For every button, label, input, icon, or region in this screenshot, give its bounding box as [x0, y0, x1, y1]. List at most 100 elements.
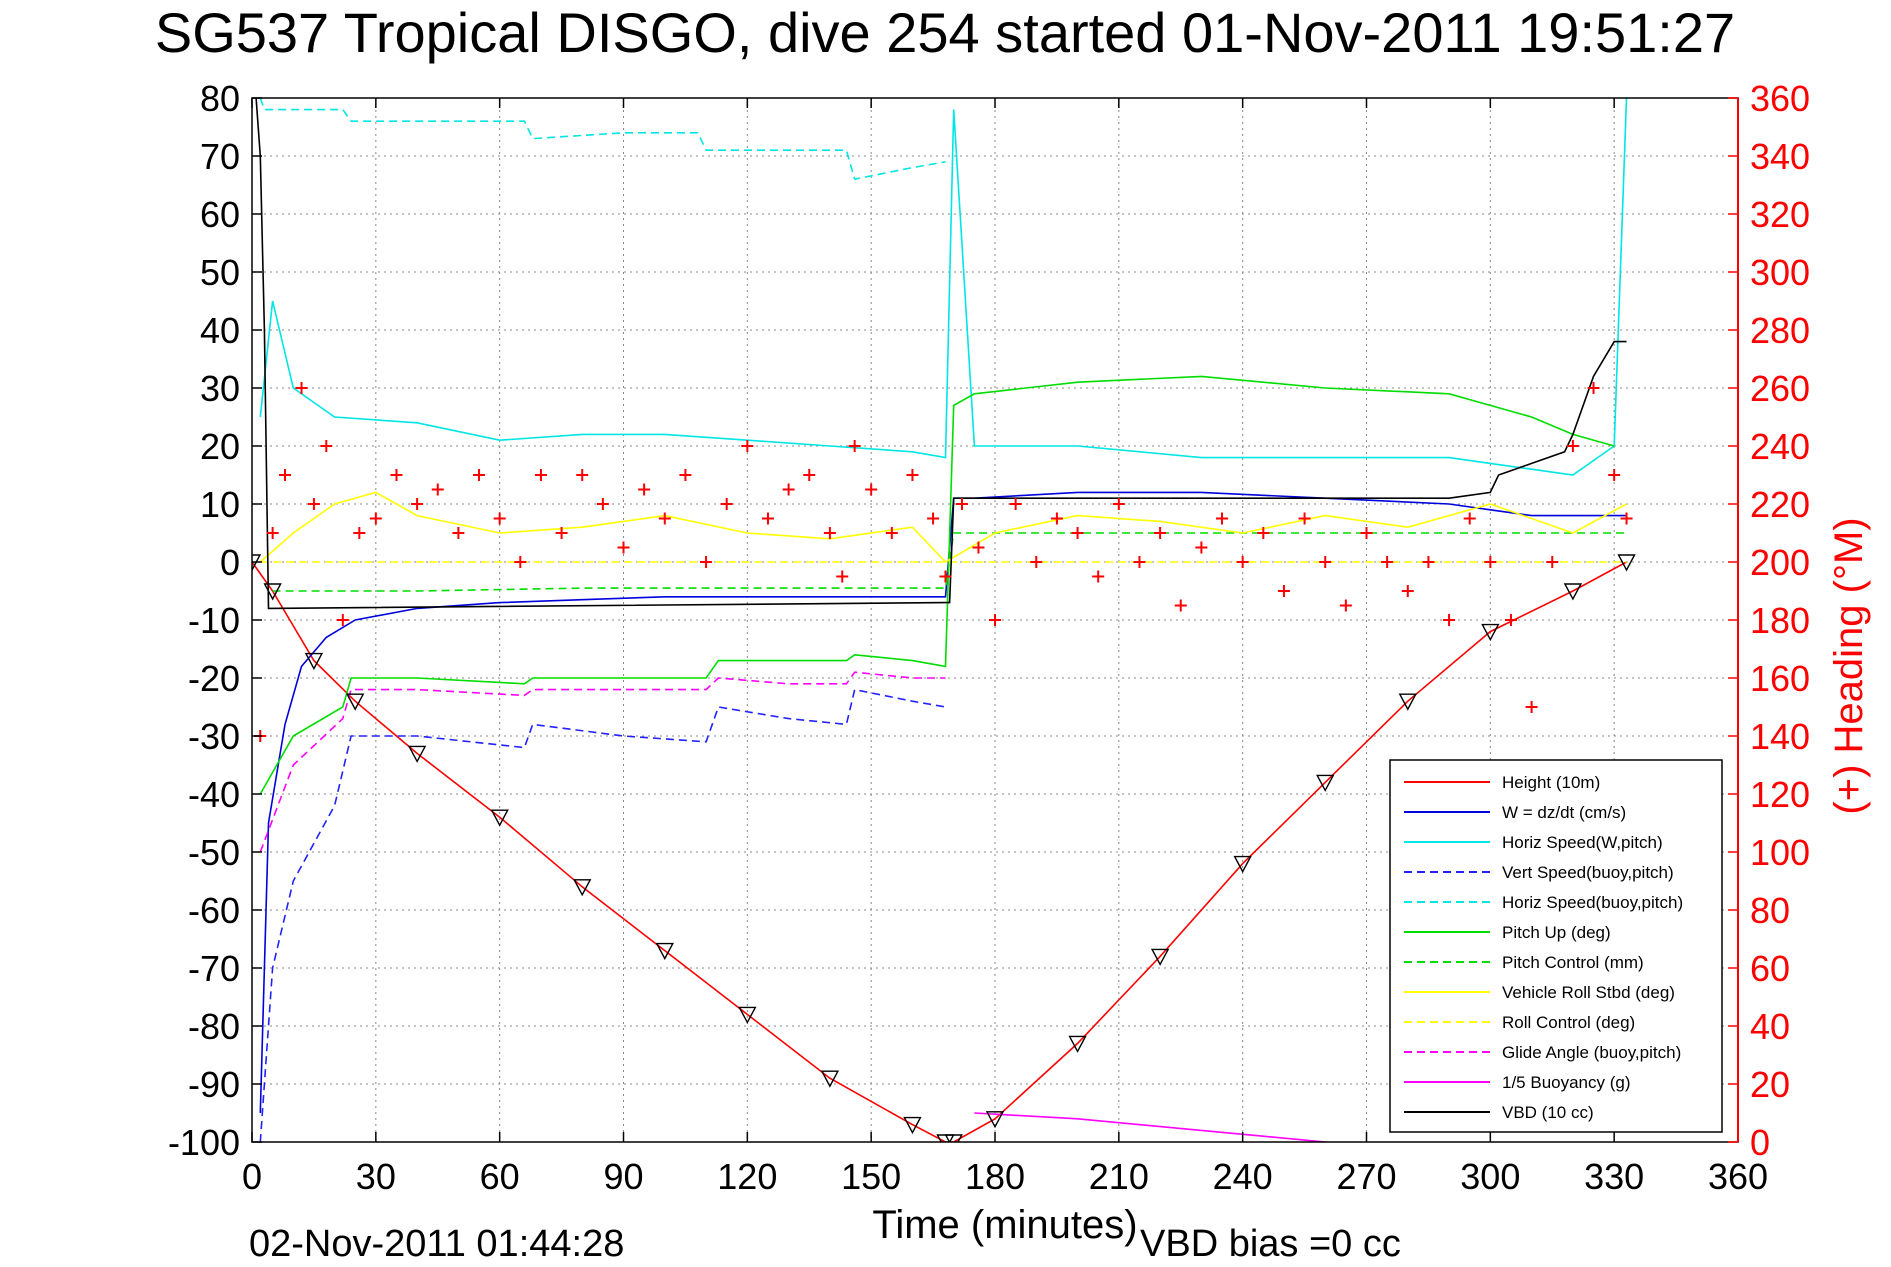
heading-point: [1608, 469, 1621, 481]
depth-marker: [944, 1134, 963, 1142]
depth-marker: [490, 809, 509, 827]
y-tick-label: -60: [188, 890, 240, 931]
series-line: [259, 491, 1627, 1114]
depth-marker: [407, 745, 427, 763]
y2-tick-label: 220: [1750, 484, 1810, 525]
heading-point: [1381, 556, 1394, 568]
depth-marker: [1617, 554, 1636, 572]
legend-label: Horiz Speed(W,pitch): [1502, 833, 1663, 852]
legend-label: Horiz Speed(buoy,pitch): [1502, 893, 1683, 912]
depth-marker: [903, 1116, 922, 1135]
depth-marker: [1563, 583, 1583, 601]
legend-label: Pitch Up (deg): [1502, 923, 1611, 942]
legend-label: W = dz/dt (cm/s): [1502, 803, 1626, 822]
y2-tick-label: 180: [1750, 600, 1810, 641]
heading-point: [927, 512, 940, 525]
x-tick-label: 90: [603, 1156, 643, 1197]
heading-point: [1525, 701, 1538, 713]
x-tick-label: 210: [1089, 1156, 1149, 1197]
depth-marker: [985, 1111, 1005, 1129]
heading-point: [473, 469, 486, 481]
y2-tick-label: 300: [1750, 252, 1810, 293]
depth-marker: [346, 693, 365, 711]
y-tick-label: -70: [188, 948, 240, 989]
heading-point: [761, 512, 774, 525]
heading-point: [679, 469, 692, 481]
y2-tick-label: 240: [1750, 426, 1810, 467]
x-tick-label: 300: [1460, 1156, 1520, 1197]
heading-point: [1484, 556, 1497, 568]
heading-point: [1050, 512, 1063, 525]
y-tick-label: -90: [188, 1064, 240, 1105]
legend: Height (10m) W = dz/dt (cm/s) Horiz Speed(…: [1389, 759, 1723, 1133]
heading-point: [534, 469, 547, 481]
heading-point: [1092, 570, 1105, 583]
heading-point: [266, 527, 279, 539]
y2-tick-label: 320: [1750, 194, 1810, 235]
heading-point: [1443, 614, 1456, 626]
heading-point: [336, 614, 349, 626]
depth-marker: [1068, 1035, 1087, 1053]
x-tick-label: 150: [841, 1156, 901, 1197]
heading-point: [1277, 585, 1290, 597]
heading-axis-label: (+) Heading (°M): [1827, 517, 1871, 814]
heading-point: [848, 440, 861, 452]
heading-point: [493, 512, 506, 525]
heading-point: [390, 469, 403, 481]
y-tick-label: -40: [188, 774, 240, 815]
depth-marker: [1316, 774, 1335, 792]
depth-marker: [573, 879, 592, 897]
series-line: [259, 98, 946, 181]
heading-point: [411, 498, 424, 510]
y-tick-label: 50: [200, 252, 240, 293]
y2-tick-label: 360: [1750, 78, 1810, 119]
x-tick-label: 120: [717, 1156, 777, 1197]
vbd-bias-label: VBD bias =0 cc: [1140, 1223, 1401, 1262]
heading-point: [741, 440, 754, 452]
y-tick-label: 30: [200, 368, 240, 409]
heading-point: [972, 541, 985, 554]
heading-point: [1339, 599, 1352, 612]
depth-marker: [1150, 948, 1170, 966]
depth-marker: [1481, 623, 1500, 642]
y-tick-label: 70: [200, 136, 240, 177]
y-tick-label: 40: [200, 310, 240, 351]
series-line: [259, 375, 1615, 795]
y2-tick-label: 280: [1750, 310, 1810, 351]
heading-point: [1236, 556, 1249, 568]
x-tick-label: 240: [1213, 1156, 1273, 1197]
heading-point: [1319, 556, 1332, 568]
heading-point: [514, 556, 527, 568]
heading-point: [452, 527, 465, 539]
legend-box: [1389, 759, 1723, 1133]
heading-point: [700, 556, 713, 568]
heading-point: [1257, 527, 1270, 539]
heading-point: [295, 382, 308, 394]
depth-marker: [738, 1006, 757, 1024]
legend-label: Roll Control (deg): [1502, 1013, 1635, 1032]
x-axis-label: Time (minutes): [872, 1203, 1137, 1247]
y2-tick-label: 260: [1750, 368, 1810, 409]
heading-point: [1009, 498, 1022, 510]
y2-tick-label: 120: [1750, 774, 1810, 815]
heading-point: [955, 498, 968, 510]
heading-point: [1174, 599, 1187, 612]
x-tick-label: 0: [242, 1156, 262, 1197]
heading-point: [1298, 512, 1311, 525]
y-tick-label: 10: [200, 484, 240, 525]
heading-point: [596, 498, 609, 510]
y2-tick-label: 160: [1750, 658, 1810, 699]
depth-marker: [1398, 693, 1417, 711]
y2-tick-label: 100: [1750, 832, 1810, 873]
heading-point: [1620, 512, 1633, 525]
end-timestamp: 02-Nov-2011 01:44:28: [249, 1223, 624, 1262]
heading-point: [1071, 527, 1084, 539]
y2-tick-label: 20: [1750, 1064, 1790, 1105]
y-tick-label: 0: [220, 542, 240, 583]
y-tick-label: -20: [188, 658, 240, 699]
x-tick-label: 270: [1336, 1156, 1396, 1197]
heading-point: [823, 527, 836, 539]
legend-label: VBD (10 cc): [1502, 1103, 1594, 1122]
